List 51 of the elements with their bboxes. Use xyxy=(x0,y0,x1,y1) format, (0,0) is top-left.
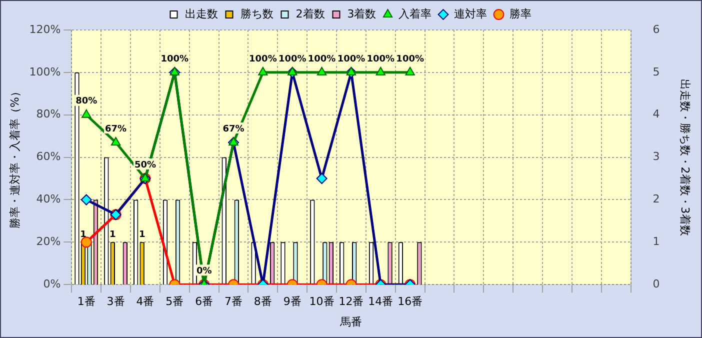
data-label: 0% xyxy=(196,266,212,276)
legend-label: 出走数 xyxy=(184,7,218,20)
y2-tick-label: 2 xyxy=(652,192,660,206)
data-label: 1 xyxy=(138,230,146,240)
legend-label: 連対率 xyxy=(454,7,488,20)
data-label: 100% xyxy=(278,54,306,64)
data-label: 100% xyxy=(337,54,366,64)
x-tick-label: 6番 xyxy=(195,295,214,308)
y-tick-label: 80% xyxy=(36,108,61,121)
x-tick-label: 1番 xyxy=(77,295,96,308)
y-tick-label: 60% xyxy=(36,150,61,164)
data-label: 80% xyxy=(76,96,98,107)
legend-label: 3着数 xyxy=(347,7,376,20)
data-label: 50% xyxy=(134,160,156,170)
x-tick-label: 7番 xyxy=(224,295,243,308)
legend-label: 入着率 xyxy=(398,7,432,20)
y-tick-label: 100% xyxy=(29,65,61,78)
y-tick-label: 20% xyxy=(36,235,61,248)
x-tick-label: 4番 xyxy=(136,295,154,308)
y2-tick-label: 5 xyxy=(652,65,660,78)
data-label: 100% xyxy=(160,54,189,64)
y-tick-label: 120% xyxy=(29,22,61,36)
x-tick-label: 9番 xyxy=(283,295,302,308)
x-tick-label: 10番 xyxy=(309,295,334,308)
x-tick-label: 12番 xyxy=(338,295,364,308)
data-label: 100% xyxy=(249,54,277,64)
y-tick-label: 0% xyxy=(43,277,61,290)
x-tick-label: 16番 xyxy=(398,295,423,308)
data-label: 100% xyxy=(396,54,424,64)
y2-axis-title: 出走数・勝ち数・2着数・3着数 xyxy=(678,78,692,236)
x-tick-label: 14番 xyxy=(368,295,394,308)
y2-tick-label: 3 xyxy=(652,150,660,164)
y-axis-title: 勝率・連対率・入着率（%） xyxy=(8,86,22,229)
x-tick-label: 5番 xyxy=(166,295,184,308)
legend-label: 勝率 xyxy=(510,7,532,20)
x-tick-label: 3番 xyxy=(106,295,125,308)
y-tick-label: 40% xyxy=(36,192,61,206)
legend-label: 勝ち数 xyxy=(240,7,274,20)
data-label: 67% xyxy=(222,124,244,134)
data-label: 1 xyxy=(110,230,116,240)
data-label: 100% xyxy=(308,54,336,64)
y2-tick-label: 4 xyxy=(652,108,660,121)
data-label: 67% xyxy=(105,124,127,134)
y2-tick-label: 1 xyxy=(652,235,660,248)
y2-tick-label: 0 xyxy=(652,277,660,290)
y2-tick-label: 6 xyxy=(652,22,660,36)
x-tick-label: 8番 xyxy=(254,295,272,308)
x-axis-title: 馬番 xyxy=(339,315,362,328)
data-label: 100% xyxy=(366,54,395,64)
legend-label: 2着数 xyxy=(296,7,325,20)
data-label: 1 xyxy=(80,230,86,240)
